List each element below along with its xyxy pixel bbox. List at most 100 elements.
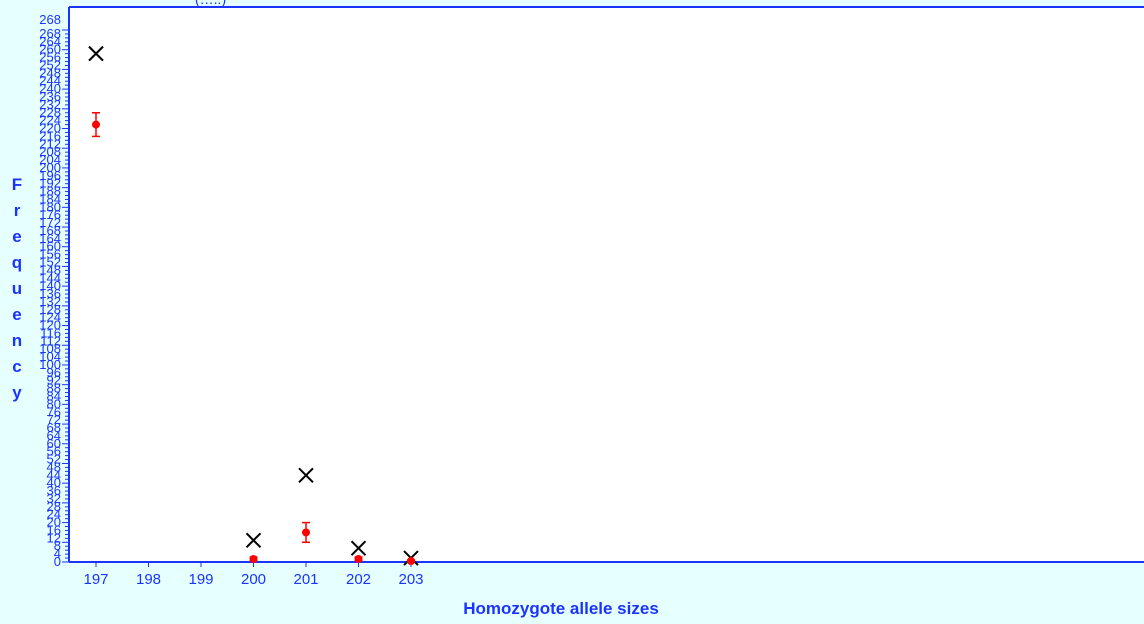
y-tick-label: 252 [39, 57, 61, 72]
expected-point [354, 555, 363, 564]
y-axis-title-letter: n [12, 331, 22, 350]
y-tick-label: 100 [39, 357, 61, 372]
chart-title: (…..) [195, 0, 226, 7]
y-axis-tick-labels: 0481216202428323640444852566064687276808… [39, 12, 61, 569]
y-tick-label: 56 [47, 444, 61, 459]
y-tick-label: 16 [47, 522, 61, 537]
y-tick-label: 32 [47, 491, 61, 506]
y-axis-title-letter: r [14, 201, 21, 220]
y-tick-label: 80 [47, 396, 61, 411]
y-tick-label: 48 [47, 459, 61, 474]
y-tick-label: 36 [47, 483, 61, 498]
observed-point [350, 540, 367, 556]
y-tick-label: 216 [39, 128, 61, 143]
y-tick-label: 88 [47, 381, 61, 396]
y-tick-label: 20 [47, 515, 61, 530]
y-tick-label: 196 [39, 168, 61, 183]
y-tick-label: 164 [39, 231, 61, 246]
y-tick-label: 184 [39, 191, 61, 206]
y-tick-label: 60 [47, 436, 61, 451]
y-tick-label: 0 [54, 554, 61, 569]
x-tick-label: 202 [346, 571, 371, 588]
y-tick-label: 264 [39, 34, 61, 49]
y-tick-label: 236 [39, 89, 61, 104]
expected-point [92, 112, 100, 138]
y-tick-label: 96 [47, 365, 61, 380]
y-axis-title-letter: c [12, 357, 21, 376]
expected-dot [92, 120, 100, 129]
y-tick-label: 84 [47, 388, 61, 403]
y-axis-title-letter: q [12, 253, 22, 272]
y-tick-label: 232 [39, 97, 61, 112]
y-tick-label: 160 [39, 239, 61, 254]
x-tick-label: 198 [136, 571, 161, 588]
y-tick-label: 220 [39, 121, 61, 136]
y-tick-label: 112 [40, 333, 61, 348]
y-tick-label: 64 [47, 428, 61, 443]
expected-dot [354, 555, 363, 564]
y-tick-label: 40 [47, 475, 61, 490]
y-tick-label-max: 268 [39, 12, 61, 27]
y-tick-label: 140 [39, 278, 61, 293]
y-tick-label: 148 [39, 262, 61, 277]
x-axis-tick-labels: 197 198 199 200 201 202 203 [83, 562, 424, 588]
y-tick-label: 204 [39, 152, 61, 167]
y-tick-label: 208 [39, 144, 61, 159]
x-tick-label: 199 [188, 571, 213, 588]
y-tick-label: 172 [39, 215, 61, 230]
y-tick-label: 4 [54, 546, 61, 561]
y-tick-label: 268 [39, 26, 61, 41]
y-tick-label: 124 [39, 310, 61, 325]
x-tick-label: 200 [241, 571, 266, 588]
expected-dot [249, 555, 258, 564]
expected-point [249, 555, 258, 564]
y-tick-label: 116 [40, 325, 61, 340]
y-tick-label: 212 [39, 136, 61, 151]
y-tick-label: 176 [39, 207, 61, 222]
y-tick-label: 156 [39, 247, 61, 262]
y-tick-label: 260 [39, 42, 61, 57]
x-axis-title: Homozygote allele sizes [463, 599, 659, 618]
y-axis-title-letter: e [12, 305, 21, 324]
expected-point [302, 521, 310, 544]
y-tick-label: 192 [39, 176, 61, 191]
y-tick-label: 200 [39, 160, 61, 175]
expected-dot [302, 528, 310, 537]
x-tick-label: 197 [83, 571, 108, 588]
x-tick-label: 201 [293, 571, 318, 588]
y-tick-label: 120 [39, 318, 61, 333]
x-tick-label: 203 [398, 571, 423, 588]
y-tick-label: 92 [47, 373, 61, 388]
y-tick-label: 28 [47, 499, 61, 514]
data-marks [88, 45, 419, 566]
y-tick-label: 136 [39, 286, 61, 301]
expected-point [407, 557, 415, 566]
y-tick-label: 180 [39, 199, 61, 214]
y-axis-title-letter: y [12, 383, 22, 402]
y-axis-ticks [62, 29, 69, 563]
y-tick-label: 224 [39, 113, 61, 128]
y-axis-title-letter: e [12, 227, 21, 246]
y-tick-label: 12 [47, 530, 61, 545]
y-tick-label: 228 [39, 105, 61, 120]
y-tick-label: 24 [47, 507, 61, 522]
expected-dot [407, 557, 415, 566]
y-tick-label: 152 [39, 255, 61, 270]
y-tick-label: 44 [47, 467, 61, 482]
y-axis-title-letter: F [12, 175, 22, 194]
y-tick-label: 168 [39, 223, 61, 238]
observed-point [88, 45, 104, 62]
observed-point [298, 467, 314, 484]
observed-point [245, 532, 262, 549]
y-tick-label: 52 [47, 452, 61, 467]
plot-area [69, 7, 1144, 562]
y-tick-label: 76 [47, 404, 61, 419]
y-tick-label: 244 [39, 73, 61, 88]
y-tick-label: 188 [39, 184, 61, 199]
y-tick-label: 144 [39, 270, 61, 285]
y-tick-label: 104 [39, 349, 61, 364]
y-tick-label: 132 [39, 294, 61, 309]
y-tick-label: 68 [47, 420, 61, 435]
